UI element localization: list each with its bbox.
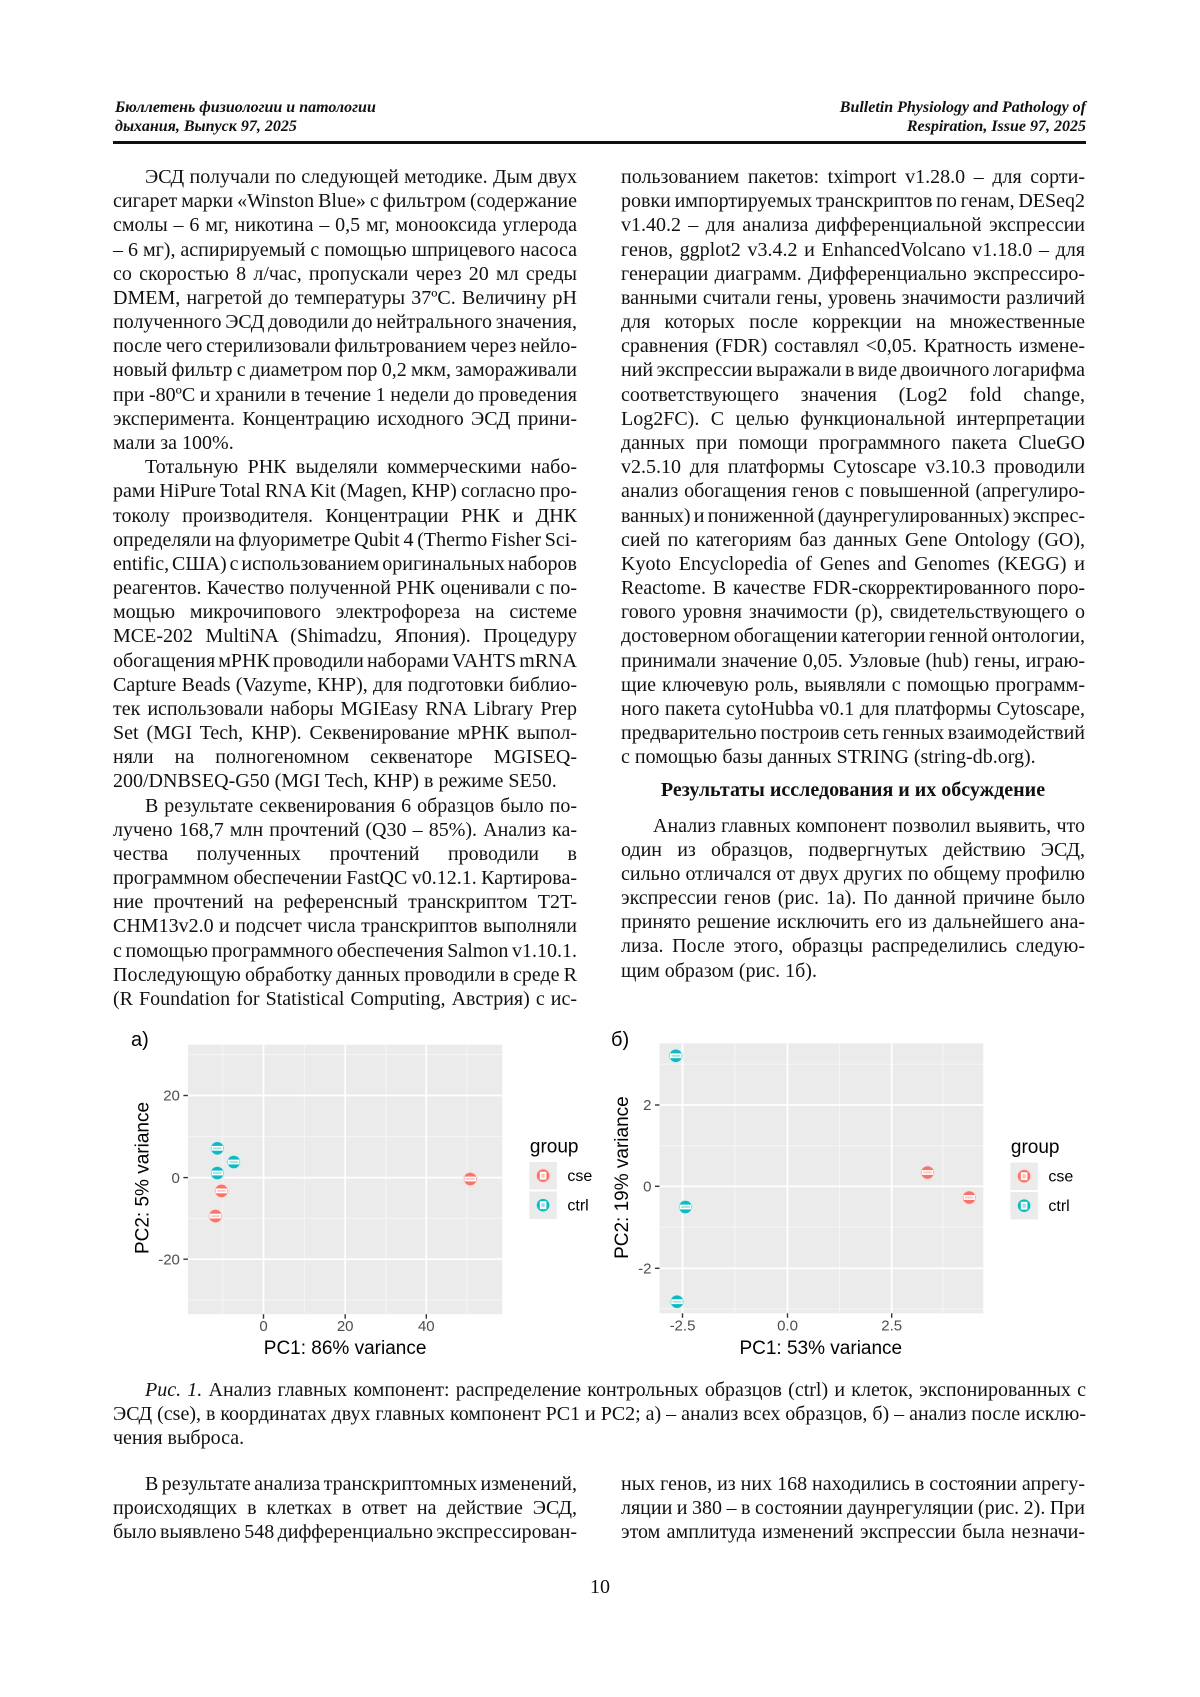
- svg-text:2: 2: [643, 1097, 651, 1114]
- svg-text:0: 0: [172, 1170, 180, 1187]
- svg-text:20: 20: [337, 1318, 354, 1335]
- svg-text:0.0: 0.0: [777, 1317, 798, 1334]
- svg-text:-2: -2: [638, 1261, 651, 1278]
- svg-text:0: 0: [643, 1179, 651, 1196]
- svg-text:б): б): [611, 1029, 629, 1051]
- svg-text:cse: cse: [1048, 1169, 1073, 1186]
- svg-text:ctrl: ctrl: [567, 1198, 588, 1215]
- svg-text:PC1: 53% variance: PC1: 53% variance: [739, 1338, 902, 1359]
- svg-text:0: 0: [259, 1318, 267, 1335]
- svg-text:2.5: 2.5: [881, 1317, 902, 1334]
- svg-text:20: 20: [163, 1088, 180, 1105]
- svg-text:-2.5: -2.5: [670, 1317, 696, 1334]
- svg-text:group: group: [1011, 1137, 1060, 1158]
- svg-text:-20: -20: [158, 1251, 180, 1268]
- svg-text:cse: cse: [567, 1168, 592, 1185]
- svg-text:PC2: 5% variance: PC2: 5% variance: [133, 1102, 154, 1254]
- svg-text:а): а): [131, 1029, 149, 1051]
- svg-text:PC2: 19% variance: PC2: 19% variance: [612, 1096, 633, 1259]
- svg-text:40: 40: [418, 1318, 435, 1335]
- svg-text:PC1: 86% variance: PC1: 86% variance: [264, 1338, 427, 1359]
- svg-text:ctrl: ctrl: [1048, 1198, 1069, 1215]
- svg-text:group: group: [530, 1137, 579, 1158]
